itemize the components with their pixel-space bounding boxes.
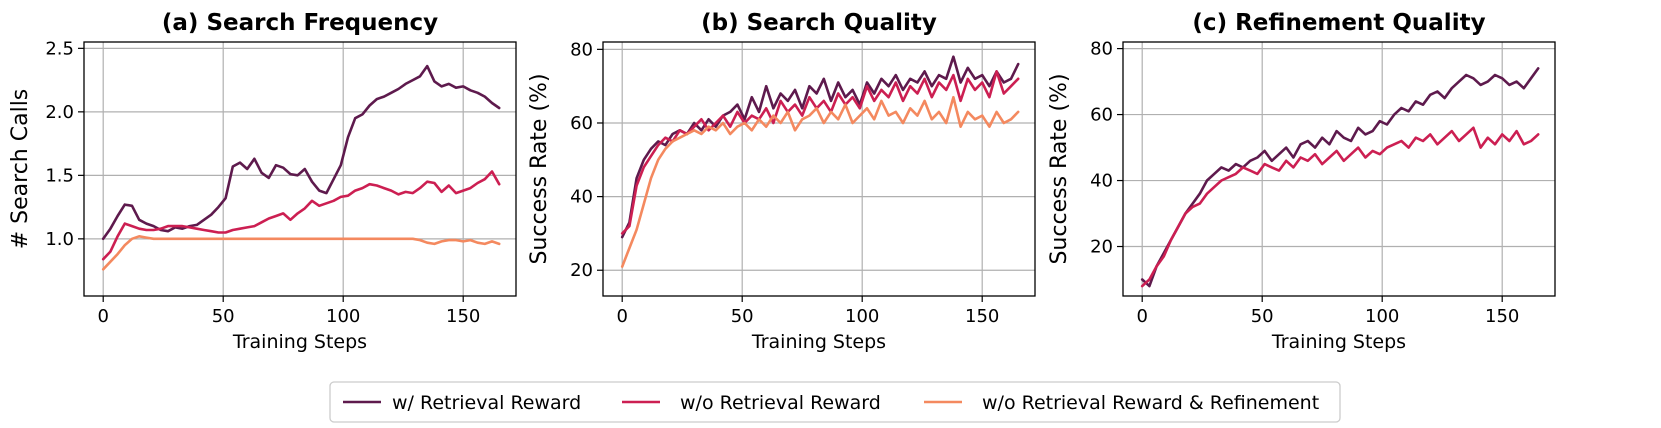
search-quality-ytick-label-1: 40 bbox=[570, 187, 593, 208]
refinement-quality-title: (c) Refinement Quality bbox=[1192, 10, 1485, 36]
panel-search-frequency: 0 50 100 150 1.0 1.5 2.0 2.5 (a) Search Frequenc… bbox=[8, 10, 517, 353]
search-quality-ylabel: Success Rate (%) bbox=[527, 73, 552, 264]
search-quality-ytick-label-0: 20 bbox=[570, 260, 593, 281]
search-quality-xtick-label-1: 50 bbox=[731, 306, 754, 327]
search-frequency-ytick-label-0: 1.0 bbox=[45, 229, 74, 250]
refinement-quality-xtick-label-3: 150 bbox=[1485, 306, 1519, 327]
refinement-quality-ytick-label-0: 20 bbox=[1090, 237, 1113, 258]
search-quality-xtick-label-2: 100 bbox=[845, 306, 879, 327]
legend-entry-w-retrieval: w/ Retrieval Reward bbox=[343, 392, 581, 414]
refinement-quality-series-0-line bbox=[1140, 67, 1540, 288]
refinement-quality-ytick-label-2: 60 bbox=[1090, 105, 1113, 126]
search-frequency-xtick-label-3: 150 bbox=[446, 306, 480, 327]
refinement-quality-axes-frame bbox=[1122, 41, 1556, 297]
search-frequency-xtick-label-1: 50 bbox=[212, 306, 235, 327]
legend-label-wo-retrieval: w/o Retrieval Reward bbox=[680, 392, 881, 414]
search-quality-xtick-label-3: 150 bbox=[965, 306, 999, 327]
search-frequency-series-0-line bbox=[101, 64, 501, 241]
search-frequency-xtick-label-2: 100 bbox=[326, 306, 360, 327]
search-frequency-ytick-label-3: 2.5 bbox=[45, 38, 74, 59]
refinement-quality-xtick-label-1: 50 bbox=[1251, 306, 1274, 327]
search-frequency-axes-frame bbox=[83, 41, 517, 297]
panel-refinement-quality: 0 50 100 150 20 40 60 80 (c) Refinement Quality T… bbox=[1047, 10, 1556, 353]
search-quality-ytick-label-2: 60 bbox=[570, 113, 593, 134]
legend: w/ Retrieval Reward w/o Retrieval Reward… bbox=[329, 381, 1341, 423]
search-frequency-xtick-label-0: 0 bbox=[97, 306, 108, 327]
refinement-quality-xtick-label-2: 100 bbox=[1365, 306, 1399, 327]
search-quality-ytick-label-3: 80 bbox=[570, 39, 593, 60]
panel-search-quality: 0 50 100 150 20 40 60 80 (b) Search Quality Train… bbox=[527, 10, 1036, 353]
legend-entry-wo-retrieval: w/o Retrieval Reward bbox=[622, 392, 881, 414]
search-frequency-xlabel: Training Steps bbox=[232, 331, 367, 353]
search-frequency-plot-area bbox=[84, 42, 516, 296]
refinement-quality-ytick-label-1: 40 bbox=[1090, 171, 1113, 192]
search-frequency-series-1-line bbox=[101, 170, 501, 261]
search-quality-title: (b) Search Quality bbox=[701, 10, 937, 36]
legend-frame bbox=[329, 381, 1341, 423]
refinement-quality-ylabel: Success Rate (%) bbox=[1047, 73, 1072, 264]
legend-entry-wo-retrieval-refinement: w/o Retrieval Reward & Refinement bbox=[924, 392, 1319, 414]
search-quality-xlabel: Training Steps bbox=[751, 331, 886, 353]
refinement-quality-series-1-line bbox=[1140, 126, 1540, 288]
refinement-quality-ytick-label-3: 80 bbox=[1090, 39, 1113, 60]
legend-label-wo-retrieval-refinement: w/o Retrieval Reward & Refinement bbox=[982, 392, 1319, 414]
search-frequency-title: (a) Search Frequency bbox=[162, 10, 438, 36]
search-frequency-series-2-line bbox=[101, 235, 501, 271]
refinement-quality-xlabel: Training Steps bbox=[1271, 331, 1406, 353]
search-frequency-ytick-label-1: 1.5 bbox=[45, 165, 74, 186]
search-quality-plot-area bbox=[603, 42, 1035, 296]
legend-label-w-retrieval: w/ Retrieval Reward bbox=[392, 392, 581, 414]
refinement-quality-xtick-label-0: 0 bbox=[1136, 306, 1147, 327]
search-quality-xtick-label-0: 0 bbox=[616, 306, 627, 327]
search-quality-series-2-line bbox=[620, 95, 1020, 268]
search-frequency-ytick-label-2: 2.0 bbox=[45, 102, 74, 123]
search-quality-axes-frame bbox=[602, 41, 1036, 297]
search-frequency-ylabel: # Search Calls bbox=[8, 89, 33, 250]
